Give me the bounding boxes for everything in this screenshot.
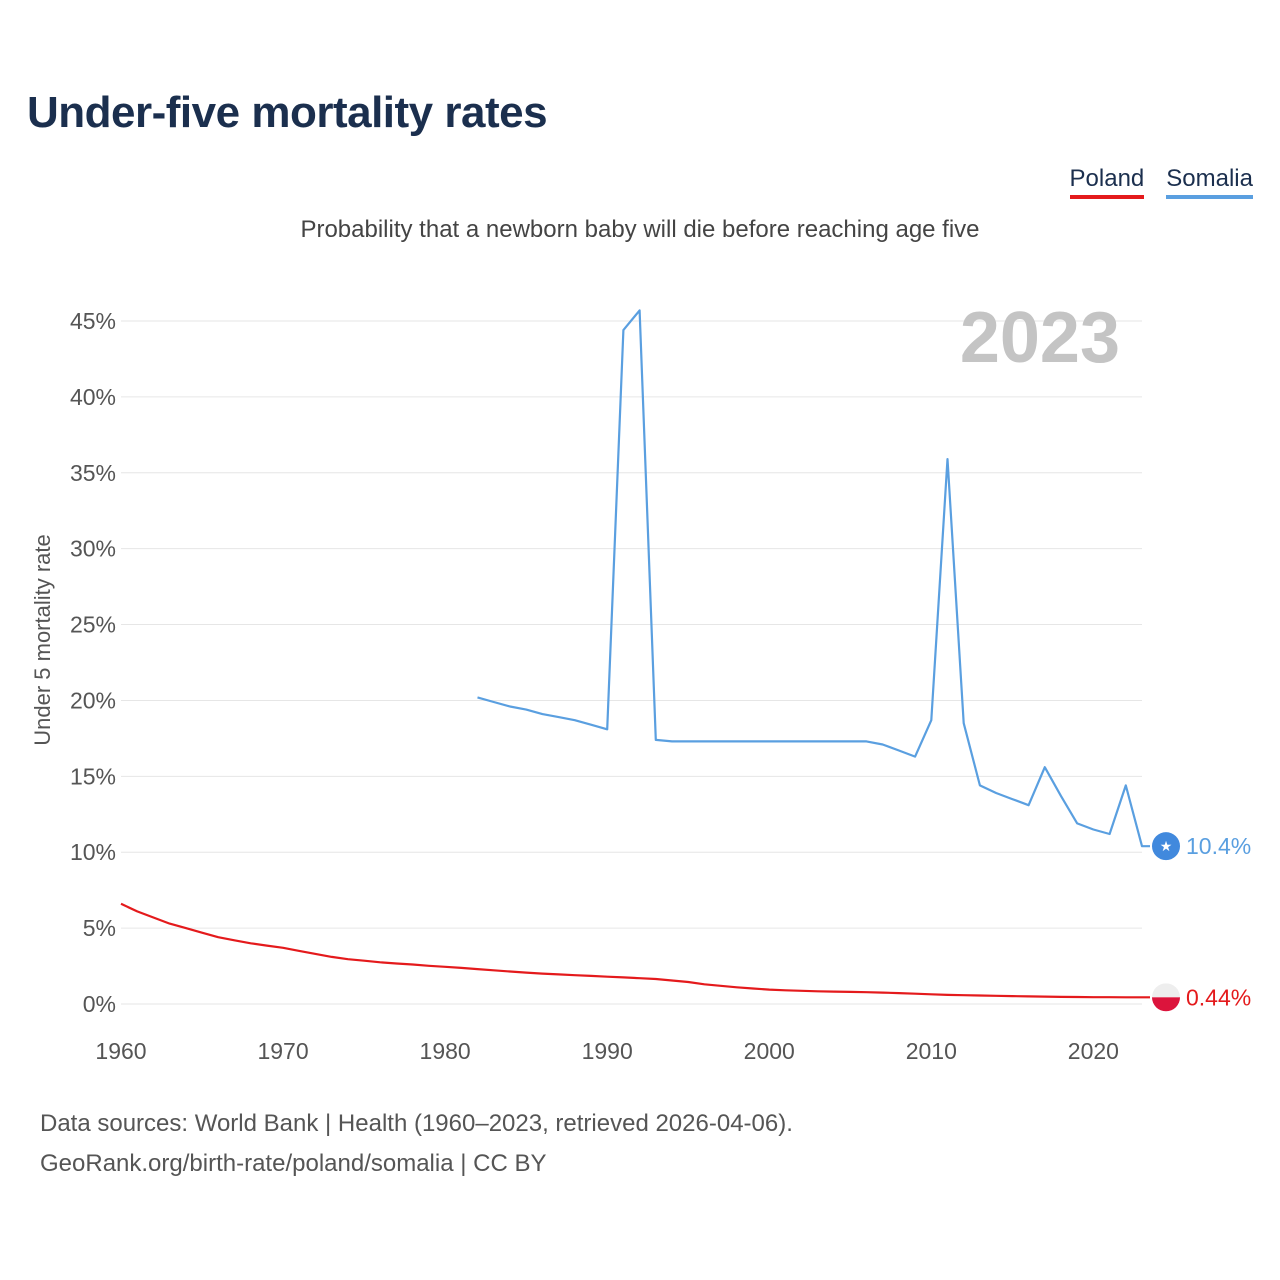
x-tick-labels: 1960 1970 1980 1990 2000 2010 2020: [95, 1038, 1119, 1064]
y-tick-label: 35%: [70, 460, 116, 486]
y-tick-label: 20%: [70, 687, 116, 713]
end-label-poland: 0.44%: [1186, 984, 1251, 1010]
series-line-poland: [120, 902, 1150, 999]
footer-credit[interactable]: GeoRank.org/birth-rate/poland/somalia | …: [40, 1150, 547, 1177]
series-line-somalia: [477, 309, 1150, 848]
x-tick-label: 2010: [906, 1038, 957, 1064]
y-tick-label: 5%: [83, 915, 116, 941]
poland-flag-icon: [1152, 983, 1180, 1012]
y-axis-label: Under 5 mortality rate: [30, 534, 55, 746]
y-tick-label: 0%: [83, 991, 116, 1017]
end-label-somalia: 10.4%: [1186, 833, 1251, 859]
x-tick-label: 2020: [1068, 1038, 1119, 1064]
svg-text:★: ★: [1160, 839, 1173, 855]
y-tick-label: 15%: [70, 763, 116, 789]
legend: Poland Somalia: [1069, 165, 1253, 199]
x-tick-label: 1980: [420, 1038, 471, 1064]
legend-item-poland[interactable]: Poland: [1069, 165, 1145, 199]
y-tick-label: 10%: [70, 839, 116, 865]
x-tick-label: 1970: [257, 1038, 308, 1064]
year-watermark: 2023: [960, 298, 1120, 378]
chart-title: Under-five mortality rates: [27, 88, 548, 137]
grid-lines: [121, 320, 1142, 1005]
x-tick-label: 1960: [95, 1038, 146, 1064]
end-markers: 0.44% ★ 10.4%: [1152, 832, 1251, 1012]
footer-sources: Data sources: World Bank | Health (1960–…: [40, 1110, 793, 1137]
legend-item-somalia[interactable]: Somalia: [1166, 165, 1253, 199]
y-tick-labels: 0% 5% 10% 15% 20% 25% 30% 35% 40% 45%: [70, 308, 116, 1017]
series-lines: [120, 309, 1150, 999]
x-tick-label: 2000: [744, 1038, 795, 1064]
x-tick-label: 1990: [582, 1038, 633, 1064]
chart-subtitle: Probability that a newborn baby will die…: [300, 216, 980, 243]
y-tick-label: 30%: [70, 536, 116, 562]
y-tick-label: 40%: [70, 384, 116, 410]
y-tick-label: 25%: [70, 612, 116, 638]
somalia-flag-icon: ★: [1152, 832, 1180, 861]
footer: Data sources: World Bank | Health (1960–…: [40, 1104, 793, 1184]
y-tick-label: 45%: [70, 308, 116, 334]
